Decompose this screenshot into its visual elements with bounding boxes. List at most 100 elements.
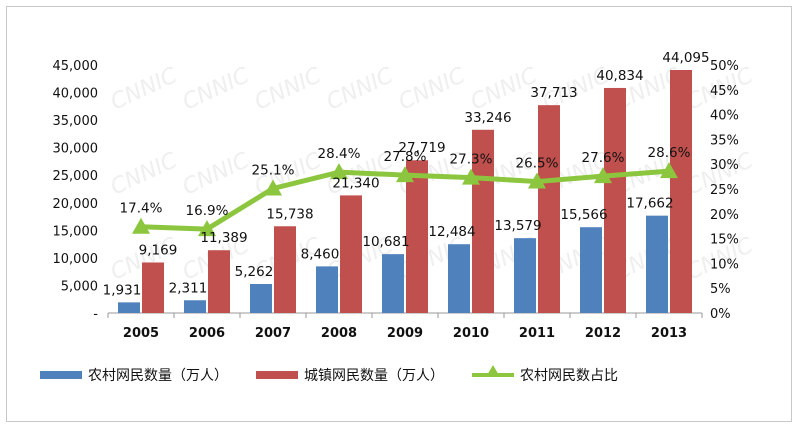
bar-rural <box>514 238 536 313</box>
watermark-text: CNNIC <box>107 148 182 201</box>
legend-swatch-urban <box>256 371 298 379</box>
y-right-tick-label: 30% <box>710 158 739 173</box>
data-label-urban: 27,719 <box>398 140 445 156</box>
legend-item-urban: 城镇网民数量（万人） <box>256 365 444 385</box>
watermark-text: CNNIC <box>107 63 182 116</box>
x-tick-label: 2007 <box>255 326 291 341</box>
data-label-urban: 33,246 <box>464 110 511 126</box>
x-tick-label: 2013 <box>651 326 687 341</box>
ratio-point <box>198 220 216 237</box>
data-label-ratio: 17.4% <box>120 201 163 217</box>
data-label-rural: 10,681 <box>362 234 409 250</box>
bar-urban <box>670 69 692 314</box>
data-label-rural: 13,579 <box>494 218 541 234</box>
data-labels: 1,931 2,311 5,262 8,460 10,681 12,484 13,579 15… <box>103 50 710 298</box>
bar-rural <box>118 302 140 313</box>
data-label-rural: 8,460 <box>301 246 340 262</box>
x-tick-label: 2006 <box>189 326 225 341</box>
bar-urban <box>604 87 626 313</box>
chart-frame <box>6 6 792 422</box>
y-right-tick-label: 40% <box>710 109 739 124</box>
y-left-tick-label: 20,000 <box>53 197 99 212</box>
ratio-point <box>660 162 678 179</box>
data-label-urban: 9,169 <box>139 242 178 258</box>
y-left-tick-label: 35,000 <box>53 114 99 129</box>
bar-urban <box>274 226 296 313</box>
y-left-tick-label: 10,000 <box>53 252 99 267</box>
ratio-point <box>396 166 414 183</box>
legend-swatch-rural <box>40 371 82 379</box>
x-tick-label: 2010 <box>453 326 489 341</box>
data-label-ratio: 27.8% <box>384 149 427 165</box>
watermark-text: CNNIC <box>179 148 254 201</box>
legend-label-urban: 城镇网民数量（万人） <box>304 368 444 384</box>
watermark-text: CNNIC <box>395 63 470 116</box>
chart-svg: CNNICCNNICCNNICCNNICCNNICCNNICCNNICCNNIC… <box>53 50 758 341</box>
legend-label-ratio: 农村网民数占比 <box>520 368 618 384</box>
ratio-point <box>594 167 612 184</box>
data-label-ratio: 25.1% <box>252 163 295 179</box>
y-left-tick-label: 25,000 <box>53 169 99 184</box>
watermark-text: CNNIC <box>323 63 398 116</box>
y-left-tick-label: 40,000 <box>53 87 99 102</box>
data-label-ratio: 16.9% <box>186 203 229 219</box>
axes: - 5,000 10,000 15,000 20,000 25,000 30,000 35,0… <box>53 59 739 341</box>
y-right-tick-label: 25% <box>710 183 739 198</box>
ratio-point <box>528 172 546 189</box>
y-right-tick-label: 0% <box>710 307 731 322</box>
bar-rural <box>316 266 338 313</box>
ratio-point <box>462 168 480 185</box>
y-left-tick-label: 15,000 <box>53 224 99 239</box>
data-label-urban: 21,340 <box>332 175 379 191</box>
ratio-point <box>264 179 282 196</box>
bar-urban <box>142 262 164 313</box>
data-label-rural: 15,566 <box>560 207 607 223</box>
bar-rural <box>580 227 602 313</box>
y-right-tick-label: 10% <box>710 257 739 272</box>
data-label-rural: 12,484 <box>428 224 475 240</box>
data-label-ratio: 28.4% <box>318 146 361 162</box>
y-left-tick-label: 45,000 <box>53 59 99 74</box>
y-right-tick-label: 20% <box>710 208 739 223</box>
data-label-ratio: 27.3% <box>450 152 493 168</box>
bar-rural <box>646 215 668 313</box>
bar-urban <box>340 195 362 313</box>
y-right-tick-label: 50% <box>710 59 739 74</box>
bar-urban <box>538 105 560 313</box>
ratio-line <box>132 162 678 237</box>
bar-rural <box>184 300 206 313</box>
y-left-tick-label: 5,000 <box>61 279 98 294</box>
bar-rural <box>448 244 470 313</box>
bar-rural <box>250 284 272 313</box>
watermark-text: CNNIC <box>179 63 254 116</box>
x-tick-label: 2008 <box>321 326 357 341</box>
y-right-tick-label: 45% <box>710 84 739 99</box>
bar-rural <box>382 254 404 313</box>
y-left-tick-label: - <box>93 307 98 322</box>
legend-item-rural: 农村网民数量（万人） <box>40 365 228 385</box>
data-label-rural: 1,931 <box>103 282 142 298</box>
data-label-urban: 37,713 <box>530 85 577 101</box>
y-right-tick-label: 15% <box>710 233 739 248</box>
data-label-ratio: 27.6% <box>582 150 625 166</box>
x-tick-label: 2005 <box>123 326 159 341</box>
ratio-point <box>132 217 150 234</box>
legend-swatch-ratio <box>472 365 514 379</box>
x-tick-label: 2012 <box>585 326 621 341</box>
watermark-text: CNNIC <box>251 63 326 116</box>
data-label-urban: 44,095 <box>662 50 709 66</box>
data-label-rural: 17,662 <box>626 196 673 212</box>
data-label-ratio: 28.6% <box>648 145 691 161</box>
y-left-tick-label: 30,000 <box>53 142 99 157</box>
legend-label-rural: 农村网民数量（万人） <box>88 368 228 384</box>
bars <box>118 69 692 314</box>
data-label-urban: 40,834 <box>596 68 643 84</box>
y-right-tick-label: 5% <box>710 282 731 297</box>
bar-urban <box>406 160 428 313</box>
legend: 农村网民数量（万人） 城镇网民数量（万人） 农村网民数占比 <box>40 364 760 386</box>
data-label-ratio: 26.5% <box>516 156 559 172</box>
y-right-tick-label: 35% <box>710 133 739 148</box>
ratio-point <box>330 163 348 180</box>
bar-urban <box>208 250 230 313</box>
legend-item-ratio: 农村网民数占比 <box>472 365 618 385</box>
